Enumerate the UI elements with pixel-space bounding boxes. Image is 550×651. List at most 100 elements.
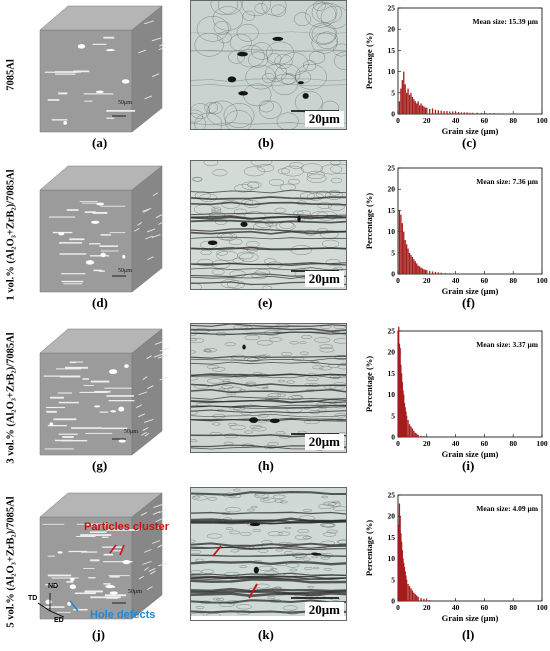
histogram-bar — [399, 347, 401, 437]
histogram-bar — [403, 394, 405, 437]
grain-boundary — [281, 352, 293, 356]
grain-boundary — [289, 568, 298, 572]
axis-ed-line — [49, 610, 65, 618]
panel-label-e: (e) — [258, 295, 273, 310]
micrograph-background — [191, 1, 346, 129]
particle-cluster — [118, 406, 125, 412]
grain-boundary — [191, 439, 198, 443]
elongated-band — [191, 374, 346, 379]
micrograph: 20μm — [190, 160, 347, 290]
micro-scale-bar: 20μm — [304, 434, 344, 450]
mean-size-label: Mean size: 15.39 μm — [473, 17, 539, 26]
grain-boundary — [279, 183, 296, 192]
particle-dot — [237, 51, 248, 57]
particle-band — [55, 73, 76, 75]
grain-boundary — [336, 539, 346, 544]
particle-band — [63, 283, 83, 285]
particle-band — [59, 375, 81, 378]
elongated-band — [191, 262, 346, 266]
grain-boundary — [307, 170, 325, 180]
histogram-bar — [403, 71, 405, 114]
grain-boundary — [267, 531, 283, 537]
elongated-band — [191, 246, 346, 251]
x-tick-label: 60 — [481, 116, 489, 125]
histogram-bar — [424, 107, 427, 114]
grain-boundary — [215, 219, 228, 225]
particle-band — [158, 46, 167, 51]
grain-boundary — [288, 395, 304, 401]
x-axis-label: Grain size (μm) — [442, 449, 499, 459]
particle-band — [147, 385, 154, 390]
grain-boundary — [266, 41, 295, 65]
particle-cluster — [105, 584, 115, 589]
histogram-bar — [398, 326, 400, 437]
grain-boundary — [334, 413, 346, 418]
grain-boundary — [241, 181, 260, 190]
grain-boundary — [304, 567, 313, 570]
grain-boundary — [229, 424, 246, 430]
particle-dot — [297, 215, 301, 223]
particle-cluster — [122, 559, 131, 565]
histogram-bar — [398, 343, 401, 437]
particle-band — [73, 70, 90, 73]
y-tick-label: 5 — [391, 411, 395, 420]
particle-band — [47, 574, 72, 577]
grain-boundary — [201, 569, 215, 574]
grain-boundary — [283, 551, 294, 555]
grain-boundary — [276, 112, 299, 129]
grain-boundary — [284, 526, 292, 530]
histogram-bar — [407, 420, 409, 437]
particle-band — [157, 544, 164, 548]
particle-band — [81, 202, 104, 204]
grain-boundary — [299, 341, 307, 344]
elongated-band — [191, 399, 346, 404]
histogram-bar — [463, 112, 465, 114]
panel-label-g: (g) — [92, 458, 108, 473]
histogram-bar — [404, 84, 406, 114]
grain-boundary — [324, 191, 344, 200]
grain-boundary — [330, 177, 343, 184]
grain-boundary — [323, 568, 332, 571]
histogram-bar — [400, 533, 402, 601]
micro-scale-bar: 20μm — [304, 602, 344, 618]
particle-band — [69, 238, 85, 241]
elongated-band — [191, 576, 346, 580]
grain-boundary — [317, 202, 332, 209]
grain-boundary — [213, 20, 231, 35]
grain-boundary — [206, 100, 238, 126]
grain-boundary — [206, 613, 221, 616]
y-tick-label: 5 — [391, 575, 395, 584]
particle-band — [106, 529, 136, 531]
particle-band — [151, 234, 161, 238]
grain-boundary — [322, 532, 337, 537]
grain-boundary — [312, 566, 320, 570]
grain-boundary — [267, 596, 276, 599]
grain-boundary — [289, 341, 299, 345]
particle-band — [76, 523, 85, 525]
elongated-band — [191, 574, 346, 578]
grain-boundary — [244, 430, 253, 434]
cube-scale-bar: 50μm — [118, 100, 132, 106]
particle-band — [73, 608, 88, 611]
x-tick-label: 0 — [396, 276, 400, 285]
elongated-band — [191, 212, 346, 217]
histogram-bar — [400, 373, 403, 437]
histogram-bar — [417, 596, 419, 601]
particle-band — [99, 411, 109, 413]
x-axis-label: Grain size (μm) — [442, 613, 499, 623]
histogram-bar — [403, 231, 405, 274]
particle-band — [74, 592, 96, 595]
y-tick-label: 15 — [388, 46, 396, 55]
y-tick-label: 0 — [391, 270, 395, 279]
particle-band — [64, 366, 88, 369]
plot-frame — [397, 494, 543, 602]
histogram-bar — [413, 430, 415, 437]
grain-boundary — [270, 568, 277, 571]
elongated-band — [191, 373, 346, 377]
particle-band — [90, 559, 100, 562]
x-tick-label: 20 — [423, 276, 431, 285]
grain-boundary — [216, 250, 239, 261]
particle-cluster — [121, 79, 130, 84]
panel-label-d: (d) — [92, 295, 108, 310]
x-tick-label: 20 — [423, 439, 431, 448]
